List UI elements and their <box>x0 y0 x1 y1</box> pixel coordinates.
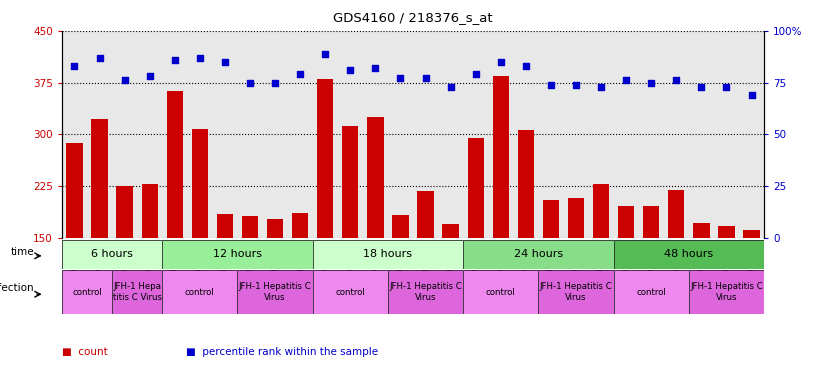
Bar <box>317 79 334 342</box>
Text: control: control <box>72 288 102 296</box>
Bar <box>116 186 133 342</box>
Text: 18 hours: 18 hours <box>363 249 412 260</box>
Text: JFH-1 Hepatitis C
Virus: JFH-1 Hepatitis C Virus <box>389 282 462 302</box>
Text: 6 hours: 6 hours <box>91 249 133 260</box>
Text: JFH-1 Hepatitis C
Virus: JFH-1 Hepatitis C Virus <box>690 282 763 302</box>
Bar <box>518 129 534 342</box>
Point <box>118 78 131 84</box>
Point <box>569 81 582 88</box>
Bar <box>192 129 208 342</box>
Bar <box>693 223 710 342</box>
Bar <box>417 191 434 342</box>
Point <box>293 71 306 77</box>
Bar <box>543 200 559 342</box>
Text: control: control <box>486 288 515 296</box>
Text: 12 hours: 12 hours <box>213 249 262 260</box>
Bar <box>342 126 358 342</box>
Point <box>394 75 407 81</box>
Point <box>193 55 206 61</box>
Point <box>745 92 758 98</box>
Bar <box>167 91 183 342</box>
Bar <box>92 119 107 342</box>
Point <box>368 65 382 71</box>
Bar <box>668 190 685 342</box>
Point <box>444 84 458 90</box>
Point <box>268 79 282 86</box>
Point <box>595 84 608 90</box>
Bar <box>719 226 734 342</box>
Text: control: control <box>335 288 365 296</box>
Text: infection: infection <box>0 283 34 293</box>
Text: control: control <box>636 288 666 296</box>
Bar <box>468 138 484 342</box>
Bar <box>443 224 458 342</box>
Bar <box>141 184 158 342</box>
Bar <box>643 205 659 342</box>
Point <box>93 55 107 61</box>
Bar <box>618 205 634 342</box>
Bar <box>216 214 233 342</box>
Text: JFH-1 Hepatitis C
Virus: JFH-1 Hepatitis C Virus <box>539 282 612 302</box>
Bar <box>492 76 509 342</box>
Text: 48 hours: 48 hours <box>664 249 714 260</box>
Point <box>344 67 357 73</box>
Text: JFH-1 Hepatitis C
Virus: JFH-1 Hepatitis C Virus <box>239 282 311 302</box>
Point <box>469 71 482 77</box>
Text: ■  percentile rank within the sample: ■ percentile rank within the sample <box>186 347 378 357</box>
Text: control: control <box>185 288 215 296</box>
Point <box>620 78 633 84</box>
Point <box>644 79 657 86</box>
Bar <box>567 198 584 342</box>
Point <box>544 81 558 88</box>
Point <box>494 59 507 65</box>
Point <box>68 63 81 69</box>
Bar <box>368 117 383 342</box>
Point <box>670 78 683 84</box>
Bar <box>593 184 610 342</box>
Text: ■  count: ■ count <box>62 347 107 357</box>
Point <box>218 59 231 65</box>
Bar <box>392 215 409 342</box>
Bar <box>66 143 83 342</box>
Point <box>143 73 156 79</box>
Point <box>695 84 708 90</box>
Bar <box>242 216 259 342</box>
Bar <box>267 219 283 342</box>
Text: JFH-1 Hepa
titis C Virus: JFH-1 Hepa titis C Virus <box>112 282 162 302</box>
Text: 24 hours: 24 hours <box>514 249 563 260</box>
Point <box>244 79 257 86</box>
Bar <box>743 230 760 342</box>
Point <box>419 75 432 81</box>
Bar <box>292 212 308 342</box>
Point <box>719 84 733 90</box>
Text: time: time <box>11 247 34 257</box>
Point <box>319 50 332 56</box>
Point <box>169 57 182 63</box>
Text: GDS4160 / 218376_s_at: GDS4160 / 218376_s_at <box>333 12 493 25</box>
Point <box>520 63 533 69</box>
